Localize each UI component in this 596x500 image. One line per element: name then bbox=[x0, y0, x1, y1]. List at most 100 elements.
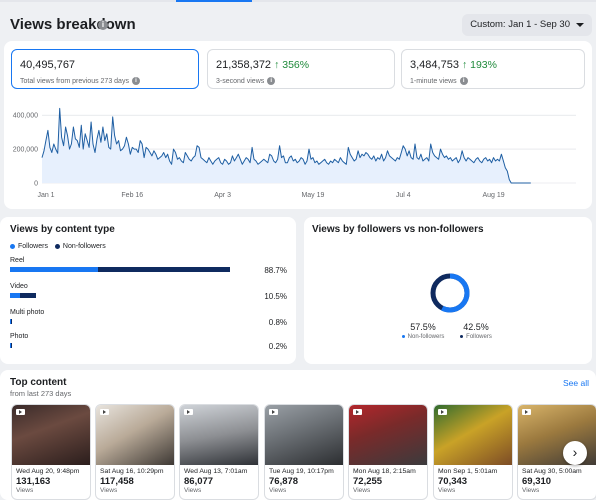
post-date: Wed Aug 13, 7:01am bbox=[184, 468, 248, 475]
chevron-right-icon: › bbox=[572, 444, 578, 460]
post-views-label: Views bbox=[184, 487, 202, 494]
followers-segment bbox=[10, 343, 11, 348]
video-icon bbox=[438, 409, 447, 415]
post-thumbnail bbox=[180, 405, 258, 465]
views-chart-svg: 400,000 200,000 0 Jan 1 Feb 16 Apr 3 May 19 Jul… bbox=[13, 107, 576, 199]
y-tick-label: 0 bbox=[34, 181, 38, 188]
followers-stat: 42.5% Followers bbox=[452, 322, 500, 340]
followers-donut bbox=[430, 273, 470, 313]
info-icon[interactable]: i bbox=[459, 77, 468, 85]
non-followers-dot bbox=[401, 334, 405, 338]
x-tick-label: Jan 1 bbox=[37, 192, 54, 199]
next-arrow-button[interactable]: › bbox=[563, 441, 587, 465]
video-icon bbox=[522, 409, 531, 415]
content-type-pct: 88.7% bbox=[264, 266, 287, 275]
metric-change: ↑ 356% bbox=[274, 59, 310, 71]
page-header: Views breakdown i Custom: Jan 1 - Sep 30 bbox=[10, 14, 592, 36]
content-type-bar bbox=[10, 293, 37, 298]
content-type-row: Reel 88.7% bbox=[10, 257, 290, 281]
content-type-pct: 0.8% bbox=[268, 318, 287, 327]
non-followers-stat: 57.5% Non-followers bbox=[394, 322, 452, 340]
non-followers-pct: 57.5% bbox=[410, 322, 436, 332]
post-thumbnail bbox=[265, 405, 343, 465]
chevron-down-icon bbox=[576, 23, 584, 27]
top-content-item[interactable]: Wed Aug 20, 9:48pm 131,163 Views bbox=[11, 404, 91, 500]
followers-segment bbox=[10, 267, 98, 272]
views-line bbox=[41, 107, 531, 184]
post-views: 76,878 bbox=[269, 476, 299, 487]
x-tick-label: Jul 4 bbox=[396, 192, 411, 199]
post-date: Sat Aug 16, 10:29pm bbox=[100, 468, 164, 475]
top-content-item[interactable]: Mon Sep 1, 5:01am 70,343 Views bbox=[433, 404, 513, 500]
video-icon bbox=[100, 409, 109, 415]
post-views-label: Views bbox=[522, 487, 540, 494]
followers-pct: 42.5% bbox=[463, 322, 489, 332]
metric-value: 3,484,753 bbox=[410, 59, 459, 71]
content-type-pct: 10.5% bbox=[264, 292, 287, 301]
non-followers-segment bbox=[11, 343, 12, 348]
content-type-legend: Followers Non-followers bbox=[10, 243, 106, 250]
post-views-label: Views bbox=[269, 487, 287, 494]
info-icon[interactable]: i bbox=[267, 77, 276, 85]
non-followers-dot bbox=[54, 243, 60, 249]
date-range-dropdown[interactable]: Custom: Jan 1 - Sep 30 bbox=[462, 14, 592, 36]
content-type-bar bbox=[10, 267, 230, 272]
views-chart[interactable]: 400,000 200,000 0 Jan 1 Feb 16 Apr 3 May 19 Jul… bbox=[4, 97, 592, 253]
top-content-item[interactable]: Sat Aug 16, 10:29pm 117,458 Views bbox=[95, 404, 175, 500]
content-type-name: Photo bbox=[10, 333, 29, 340]
post-views-label: Views bbox=[438, 487, 456, 494]
post-views: 72,255 bbox=[353, 476, 383, 487]
post-views: 117,458 bbox=[100, 476, 134, 487]
video-icon bbox=[184, 409, 193, 415]
metric-label: 3-second views bbox=[216, 77, 265, 85]
active-tab-indicator bbox=[176, 0, 252, 2]
see-all-link[interactable]: See all bbox=[563, 378, 589, 388]
content-type-bar bbox=[10, 343, 12, 348]
post-date: Mon Aug 18, 2:15am bbox=[353, 468, 416, 475]
metric-label: Total views from previous 273 days bbox=[20, 77, 129, 85]
metric-value: 40,495,767 bbox=[20, 59, 76, 71]
x-tick-label: Aug 19 bbox=[482, 192, 504, 199]
post-thumbnail bbox=[12, 405, 90, 465]
views-card: 40,495,767 Total views from previous 273… bbox=[4, 41, 592, 209]
x-tick-label: Apr 3 bbox=[214, 192, 231, 199]
followers-dot bbox=[460, 334, 464, 338]
y-tick-label: 400,000 bbox=[13, 113, 38, 120]
info-icon[interactable]: i bbox=[131, 77, 140, 85]
x-tick-label: May 19 bbox=[301, 192, 324, 199]
post-views: 69,310 bbox=[522, 476, 552, 487]
followers-dot bbox=[10, 243, 15, 249]
top-content-title: Top content bbox=[10, 377, 67, 388]
donut-non-followers-arc bbox=[430, 273, 470, 313]
non-followers-segment bbox=[20, 293, 37, 298]
info-icon[interactable]: i bbox=[98, 20, 108, 30]
legend-non-followers: Non-followers bbox=[62, 243, 106, 250]
top-content-item[interactable]: Tue Aug 19, 10:17pm 76,878 Views bbox=[264, 404, 344, 500]
video-icon bbox=[269, 409, 278, 415]
views-area bbox=[42, 108, 531, 183]
content-type-row: Photo 0.2% bbox=[10, 333, 290, 357]
video-icon bbox=[353, 409, 362, 415]
non-followers-segment bbox=[97, 267, 230, 272]
top-content-item[interactable]: Wed Aug 13, 7:01am 86,077 Views bbox=[179, 404, 259, 500]
metric-1-minute-views[interactable]: 3,484,753 ↑ 193% 1-minute views i bbox=[401, 49, 585, 89]
content-type-pct: 0.2% bbox=[268, 342, 287, 351]
metric-change: ↑ 193% bbox=[461, 59, 497, 71]
metric-label: 1-minute views bbox=[410, 77, 457, 85]
y-tick-label: 200,000 bbox=[13, 147, 38, 154]
post-date: Sat Aug 30, 5:00am bbox=[522, 468, 582, 475]
metric-3-second-views[interactable]: 21,358,372 ↑ 356% 3-second views i bbox=[207, 49, 395, 89]
content-type-name: Video bbox=[10, 283, 28, 290]
content-type-bar bbox=[10, 319, 12, 324]
content-type-title: Views by content type bbox=[10, 224, 115, 235]
post-views: 86,077 bbox=[184, 476, 214, 487]
content-type-card: Views by content type Followers Non-foll… bbox=[0, 217, 296, 364]
followers-segment bbox=[10, 319, 11, 324]
metric-total-views[interactable]: 40,495,767 Total views from previous 273… bbox=[11, 49, 199, 89]
top-content-item[interactable]: Mon Aug 18, 2:15am 72,255 Views bbox=[348, 404, 428, 500]
non-followers-segment bbox=[11, 319, 12, 324]
post-thumbnail bbox=[96, 405, 174, 465]
top-content-subtitle: from last 273 days bbox=[10, 389, 72, 398]
post-date: Tue Aug 19, 10:17pm bbox=[269, 468, 334, 475]
post-views-label: Views bbox=[353, 487, 371, 494]
